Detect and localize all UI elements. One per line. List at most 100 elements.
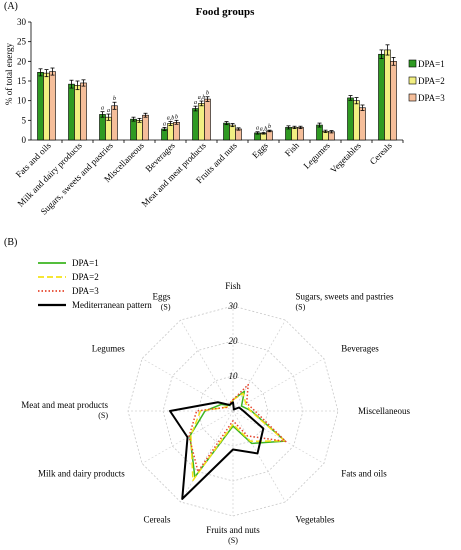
bar bbox=[291, 127, 298, 141]
radar-axis-label: Eggs bbox=[153, 292, 171, 302]
bar bbox=[235, 128, 242, 141]
radar-spoke bbox=[232, 358, 325, 412]
significance-label: a,b bbox=[198, 95, 206, 101]
y-tick-label: 15 bbox=[17, 76, 27, 86]
bar bbox=[204, 98, 211, 141]
bar bbox=[142, 114, 149, 141]
radar-axis-label: Meat and meat products bbox=[21, 400, 108, 410]
bar bbox=[37, 72, 44, 141]
radar-spoke bbox=[232, 319, 286, 412]
y-tick-label: 0 bbox=[22, 135, 27, 145]
significance-label: b bbox=[175, 114, 178, 120]
significance-label: a bbox=[101, 106, 104, 112]
radar-axis-label: Fats and oils bbox=[341, 469, 387, 479]
y-tick-label: 25 bbox=[17, 37, 27, 47]
radar-spoke bbox=[232, 410, 325, 464]
radar-axis-label: Beverages bbox=[341, 344, 379, 354]
y-axis-label: % of total energy bbox=[4, 42, 14, 105]
bar bbox=[390, 61, 397, 141]
legend-label: Mediterranean pattern bbox=[72, 300, 152, 310]
significance-label: a bbox=[163, 121, 166, 127]
radar-axis-label: Sugars, sweets and pastries bbox=[296, 292, 394, 302]
bar bbox=[49, 71, 56, 141]
bar bbox=[347, 97, 354, 141]
bar-chart-title: Food groups bbox=[196, 6, 256, 18]
panel-b-label: (B) bbox=[4, 237, 18, 248]
legend-swatch bbox=[408, 93, 417, 102]
radar-axis-note: (S) bbox=[296, 303, 306, 312]
radar-axis-note: (S) bbox=[161, 303, 171, 312]
y-tick-label: 30 bbox=[17, 17, 27, 27]
significance-label: a,b bbox=[167, 116, 175, 122]
bar bbox=[384, 49, 391, 141]
radar-tick-label: 10 bbox=[229, 371, 239, 381]
bar bbox=[68, 83, 75, 141]
radar-axis-label: Milk and dairy products bbox=[38, 469, 125, 479]
legend-label: DPA=1 bbox=[72, 258, 99, 268]
legend-label: DPA=3 bbox=[72, 286, 99, 296]
bar bbox=[378, 53, 385, 141]
bar bbox=[359, 107, 366, 141]
bar bbox=[198, 103, 205, 141]
significance-label: a bbox=[194, 100, 197, 106]
radar-series-line bbox=[169, 401, 265, 500]
panel-a-label: (A) bbox=[4, 1, 18, 12]
radar-axis-label: Miscellaneous bbox=[358, 406, 410, 416]
legend-swatch bbox=[408, 76, 417, 85]
significance-label: a,b bbox=[260, 127, 268, 133]
bar bbox=[297, 127, 304, 141]
y-tick-label: 10 bbox=[17, 96, 27, 106]
radar-spoke bbox=[180, 319, 234, 412]
significance-label: a bbox=[107, 108, 110, 114]
radar-gridline bbox=[197, 375, 269, 447]
radar-spoke bbox=[180, 410, 234, 503]
y-tick-label: 20 bbox=[17, 56, 27, 66]
radar-axis-note: (S) bbox=[98, 411, 108, 420]
radar-series-line bbox=[190, 392, 286, 482]
bar bbox=[229, 124, 236, 141]
significance-label: b bbox=[206, 91, 209, 97]
bar-legend: DPA=1 DPA=2 DPA=3 bbox=[408, 59, 445, 103]
radar-axis-note: (S) bbox=[228, 536, 238, 545]
bar bbox=[130, 118, 137, 141]
bar bbox=[167, 123, 174, 141]
radar-axis-label: Fish bbox=[225, 281, 241, 291]
x-tick-label: Vegetables bbox=[328, 140, 363, 175]
legend-label: DPA=2 bbox=[418, 76, 445, 86]
radar-spoke bbox=[232, 410, 286, 503]
x-tick-label: Eggs bbox=[250, 140, 270, 160]
significance-label: b bbox=[113, 96, 116, 102]
significance-label: b bbox=[268, 124, 271, 130]
bar bbox=[136, 120, 143, 141]
radar-series bbox=[169, 383, 287, 500]
radar-axis-label: Cereals bbox=[144, 514, 171, 524]
bar bbox=[173, 122, 180, 141]
bar bbox=[74, 85, 81, 141]
radar-legend: DPA=1 DPA=2 DPA=3 Mediterranean pattern bbox=[38, 258, 152, 310]
bar bbox=[99, 114, 106, 141]
bar bbox=[223, 122, 230, 141]
bar bbox=[192, 108, 199, 141]
bar bbox=[353, 100, 360, 141]
x-tick-label: Legumes bbox=[302, 140, 333, 171]
y-tick-label: 5 bbox=[22, 115, 27, 125]
radar-axis-label: Fruits and nuts bbox=[206, 525, 260, 535]
significance-label: a bbox=[256, 126, 259, 132]
legend-label: DPA=1 bbox=[418, 59, 445, 69]
radar-axis-label: Legumes bbox=[92, 344, 125, 354]
legend-swatch bbox=[408, 59, 417, 68]
bar-chart: Food groups % of total energy 0 5 10 15 20 25… bbox=[4, 6, 445, 217]
legend-label: DPA=3 bbox=[418, 93, 445, 103]
bar bbox=[266, 130, 273, 141]
bar bbox=[80, 82, 87, 141]
legend-label: DPA=2 bbox=[72, 272, 99, 282]
bar bbox=[111, 105, 118, 141]
radar-series-line bbox=[188, 383, 287, 473]
bar bbox=[43, 72, 50, 141]
x-tick-label: Fish bbox=[283, 140, 301, 158]
radar-axis-label: Vegetables bbox=[296, 514, 335, 524]
